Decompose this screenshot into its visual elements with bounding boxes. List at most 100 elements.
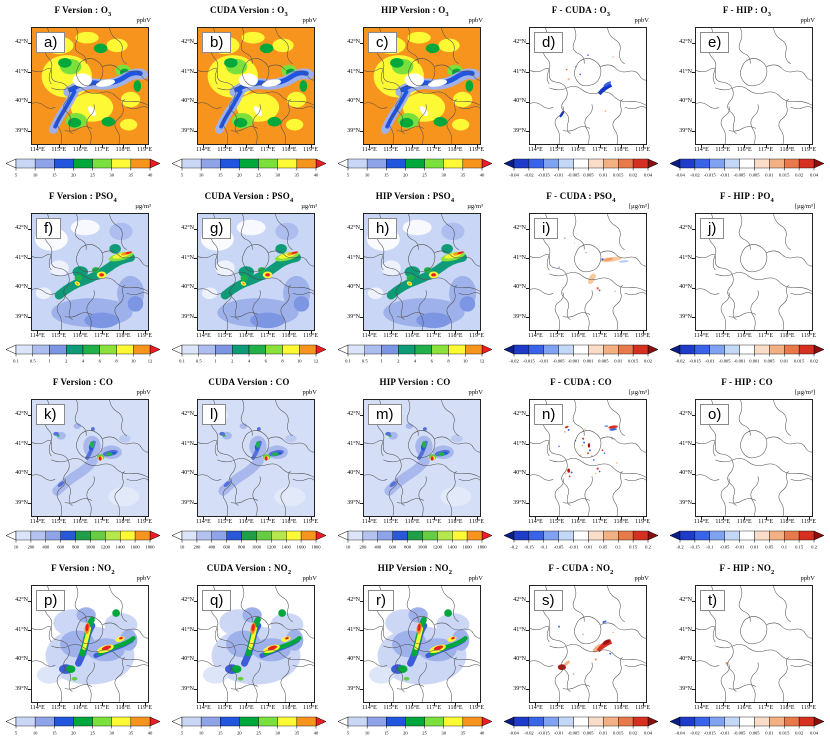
svg-text:-0.01: -0.01 bbox=[720, 731, 730, 736]
lat-tick bbox=[526, 131, 530, 133]
lat-tick bbox=[28, 444, 32, 446]
lon-tick-label: 119°E bbox=[801, 147, 817, 153]
lat-tick-label: 40°N bbox=[513, 656, 526, 663]
panel-letter-box: q) bbox=[202, 590, 232, 611]
panel-title-text: HIP Version : NO bbox=[377, 563, 449, 573]
lon-tick bbox=[203, 330, 205, 334]
lat-tick-label: 40°N bbox=[513, 284, 526, 291]
lat-tick bbox=[194, 258, 198, 260]
lat-tick-label: 41°N bbox=[181, 68, 194, 75]
lon-tick-label: 114°E bbox=[195, 519, 211, 525]
lon-tick-label: 118°E bbox=[613, 519, 629, 525]
lon-tick-label: 117°E bbox=[94, 333, 110, 339]
lat-tick-label: 41°N bbox=[513, 68, 526, 75]
map-plot-area: q) 42°N 41°N 40°N 39°N 114°E 115°E 116°E 117°E… bbox=[181, 585, 318, 711]
lon-tick bbox=[224, 144, 226, 148]
lon-tick bbox=[203, 516, 205, 520]
lon-tick bbox=[310, 144, 312, 148]
panel-letter-box: l) bbox=[202, 404, 227, 425]
svg-text:40: 40 bbox=[314, 173, 319, 178]
lat-tick bbox=[526, 228, 530, 230]
lon-tick-label: 119°E bbox=[303, 333, 319, 339]
svg-text:0.02: 0.02 bbox=[810, 359, 819, 364]
lon-tick bbox=[578, 144, 580, 148]
svg-text:600: 600 bbox=[389, 545, 397, 550]
lat-tick bbox=[526, 444, 530, 446]
panel-title: HIP Version : NO2 bbox=[332, 563, 498, 576]
lon-tick bbox=[144, 330, 146, 334]
lat-tick bbox=[692, 503, 696, 505]
lat-tick bbox=[194, 444, 198, 446]
svg-text:0.02: 0.02 bbox=[795, 173, 804, 178]
svg-text:800: 800 bbox=[238, 545, 246, 550]
lon-tick bbox=[101, 330, 103, 334]
lat-tick-label: 42°N bbox=[679, 411, 692, 418]
lat-tick-label: 39°N bbox=[347, 313, 360, 320]
unit-label: ppbV bbox=[136, 389, 151, 396]
lon-tick-label: 114°E bbox=[527, 333, 543, 339]
panel-k: F Version : CO ppbV k) 42°N 41°N 40°N 39°N … bbox=[0, 372, 166, 558]
lon-tick bbox=[744, 144, 746, 148]
lon-tick-label: 119°E bbox=[635, 147, 651, 153]
lat-tick bbox=[28, 42, 32, 44]
lat-tick-label: 41°N bbox=[181, 440, 194, 447]
lon-tick bbox=[101, 516, 103, 520]
lon-tick bbox=[621, 330, 623, 334]
lon-tick-label: 115°E bbox=[715, 519, 731, 525]
lat-tick-label: 39°N bbox=[347, 127, 360, 134]
panel-letter-box: s) bbox=[534, 590, 563, 611]
svg-text:5: 5 bbox=[347, 173, 350, 178]
lon-tick-label: 114°E bbox=[693, 705, 709, 711]
lon-tick-label: 119°E bbox=[635, 705, 651, 711]
panel-title: F - CUDA : CO bbox=[498, 377, 664, 390]
lat-tick bbox=[28, 689, 32, 691]
lat-tick bbox=[526, 630, 530, 632]
lon-tick-label: 119°E bbox=[801, 519, 817, 525]
lon-tick bbox=[621, 516, 623, 520]
lon-tick-label: 117°E bbox=[592, 147, 608, 153]
lon-tick bbox=[310, 702, 312, 706]
svg-text:6: 6 bbox=[431, 359, 434, 364]
lon-tick bbox=[599, 330, 601, 334]
svg-text:0.01: 0.01 bbox=[780, 359, 789, 364]
lat-tick-label: 40°N bbox=[347, 98, 360, 105]
svg-text:6: 6 bbox=[99, 359, 102, 364]
lon-tick-label: 116°E bbox=[72, 147, 88, 153]
panel-e: F - HIP : O3 ppbV e) 42°N 41°N 40°N 39°N 11… bbox=[664, 0, 830, 186]
lat-tick-label: 40°N bbox=[181, 284, 194, 291]
lat-tick-label: 41°N bbox=[15, 440, 28, 447]
lat-tick-label: 41°N bbox=[679, 254, 692, 261]
panel-i: F - CUDA : PSO4 [µg/m³] i) 42°N 41°N 40°N 3… bbox=[498, 186, 664, 372]
svg-text:1: 1 bbox=[380, 359, 383, 364]
lat-tick-label: 39°N bbox=[679, 499, 692, 506]
lon-tick-label: 116°E bbox=[736, 519, 752, 525]
colorbar: -0.02 -0.015 -0.01 -0.005 -0.001 0.001 0.005 0.… bbox=[669, 344, 825, 364]
lat-tick-label: 40°N bbox=[513, 470, 526, 477]
lon-tick-label: 119°E bbox=[137, 333, 153, 339]
lon-tick-label: 117°E bbox=[426, 519, 442, 525]
lon-tick-label: 119°E bbox=[303, 519, 319, 525]
lat-tick-label: 39°N bbox=[181, 685, 194, 692]
lon-tick-label: 115°E bbox=[383, 147, 399, 153]
map-plot-area: t) 42°N 41°N 40°N 39°N 114°E 115°E 116°E 117°E… bbox=[679, 585, 816, 711]
lon-tick-label: 116°E bbox=[238, 705, 254, 711]
lon-tick-label: 114°E bbox=[527, 147, 543, 153]
lon-tick-label: 115°E bbox=[549, 147, 565, 153]
svg-text:0.015: 0.015 bbox=[613, 173, 624, 178]
lon-tick bbox=[808, 144, 810, 148]
svg-text:1: 1 bbox=[214, 359, 217, 364]
unit-label: ppbV bbox=[302, 389, 317, 396]
colorbar: -0.04 -0.02 -0.015 -0.01 -0.005 0.005 0.01 0.01… bbox=[669, 158, 825, 178]
lat-tick bbox=[360, 630, 364, 632]
map-plot-area: k) 42°N 41°N 40°N 39°N 114°E 115°E 116°E 117°E… bbox=[15, 399, 152, 525]
lat-tick-label: 41°N bbox=[15, 626, 28, 633]
lat-tick bbox=[360, 287, 364, 289]
lon-tick-label: 115°E bbox=[217, 519, 233, 525]
lat-tick-label: 40°N bbox=[679, 284, 692, 291]
panel-letter-box: a) bbox=[36, 32, 66, 53]
svg-text:30: 30 bbox=[441, 173, 446, 178]
lon-tick bbox=[101, 144, 103, 148]
svg-text:10: 10 bbox=[180, 545, 185, 550]
lat-tick-label: 41°N bbox=[679, 626, 692, 633]
lat-tick bbox=[526, 287, 530, 289]
